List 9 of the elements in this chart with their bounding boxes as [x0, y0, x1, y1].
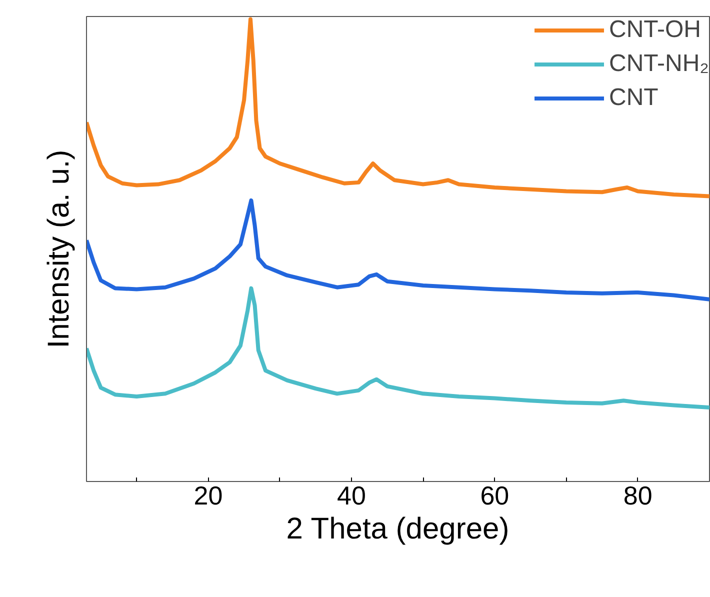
x-tick-label: 80: [623, 480, 652, 510]
legend-label: CNT: [609, 84, 658, 112]
y-axis-title: Intensity (a. u.): [42, 150, 76, 348]
x-tick-label: 60: [480, 480, 510, 510]
x-axis-title: 2 Theta (degree): [286, 512, 510, 546]
x-tick-label: 40: [336, 480, 366, 510]
legend-label: CNT-OH: [609, 16, 702, 44]
legend-label: CNT-NH₂: [609, 50, 709, 78]
x-tick-label: 20: [194, 480, 223, 510]
